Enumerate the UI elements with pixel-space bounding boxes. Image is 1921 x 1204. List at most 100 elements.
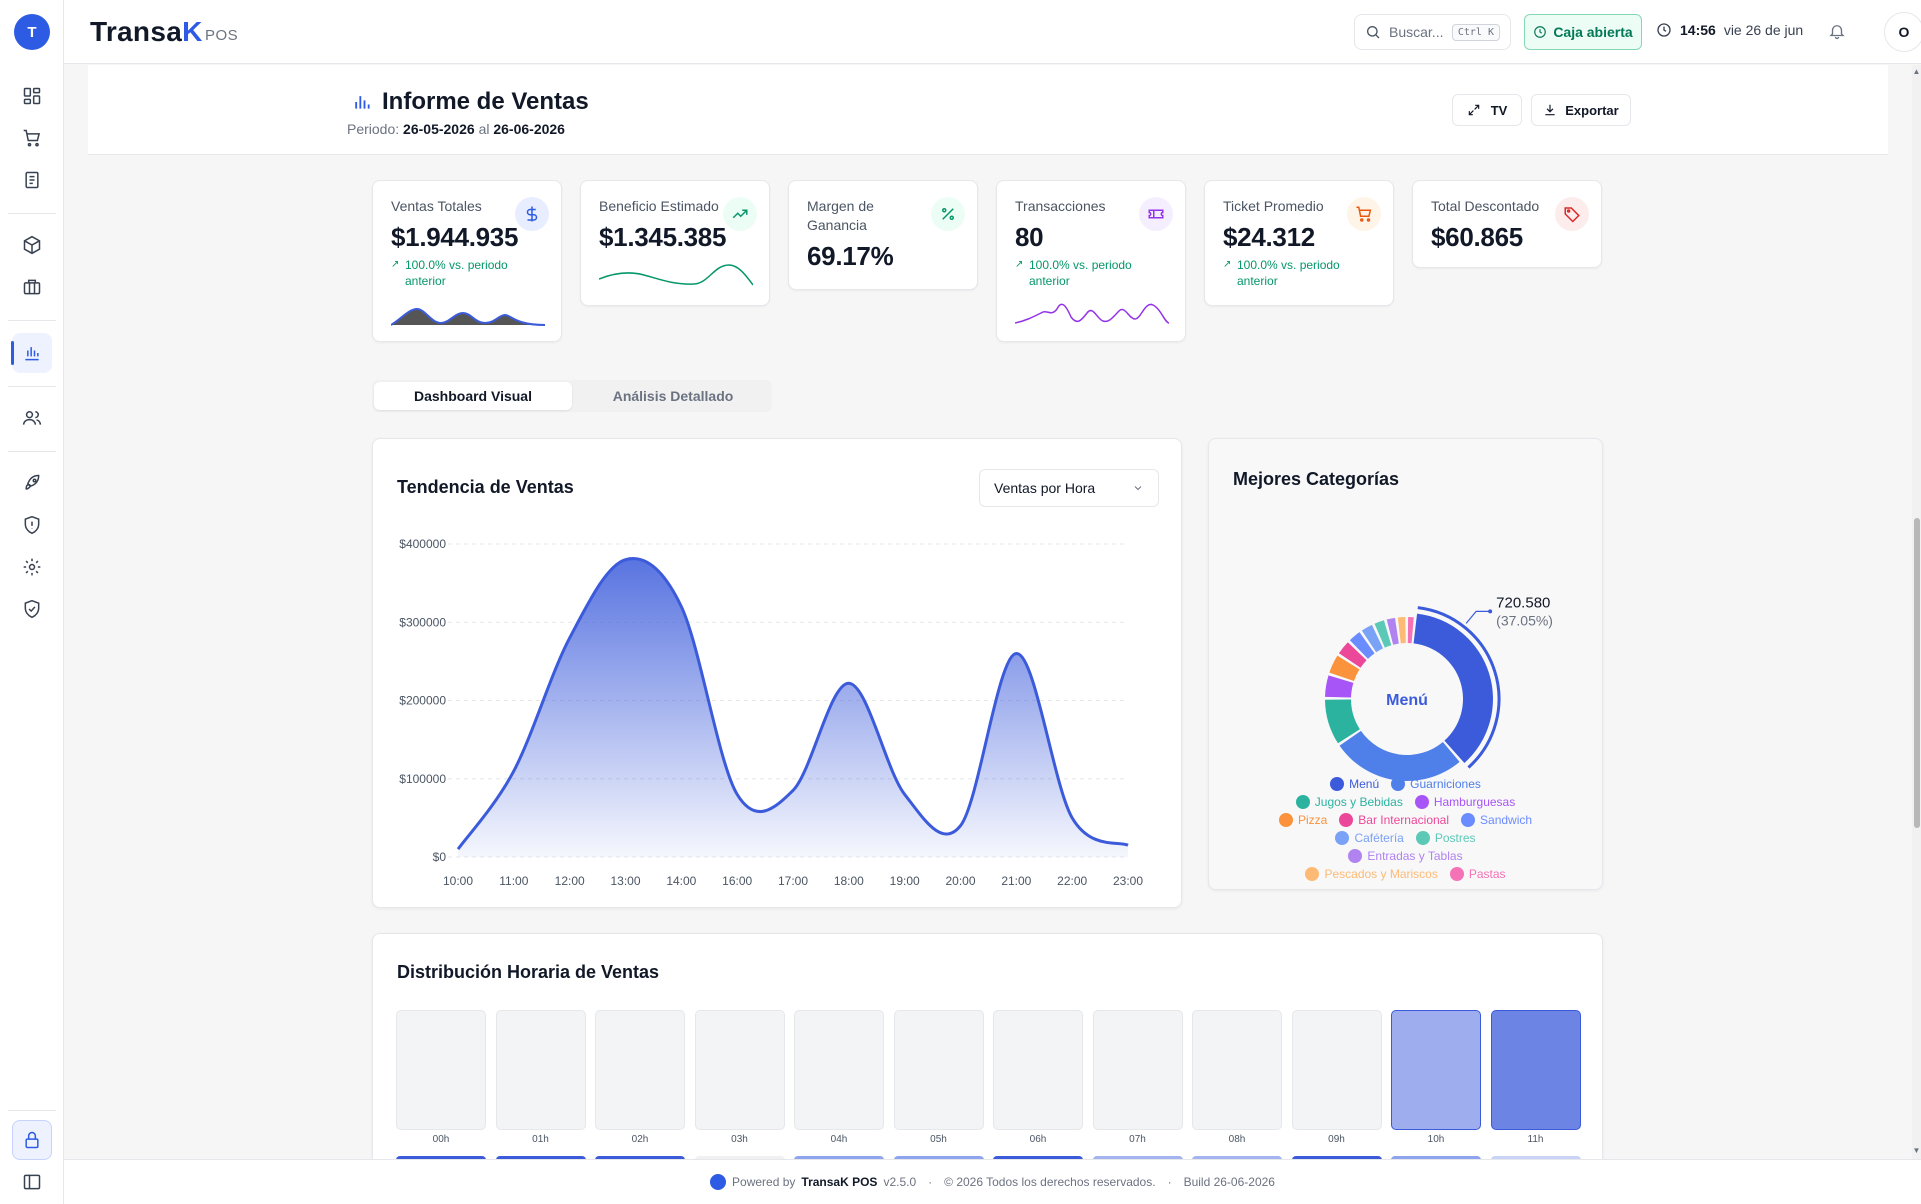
legend-item[interactable]: Entradas y Tablas	[1348, 849, 1463, 863]
brand-suffix: POS	[205, 27, 239, 44]
notifications-bell-icon[interactable]	[1828, 22, 1846, 45]
hour-cell[interactable]	[495, 1010, 586, 1130]
app-logo[interactable]: T	[14, 14, 50, 50]
kpi-change: 100.0% vs. periodo anterior	[391, 257, 543, 289]
cart-icon	[1347, 197, 1381, 231]
hour-label: 02h	[631, 1134, 649, 1145]
legend-item[interactable]: Bar Internacional	[1339, 813, 1449, 827]
donut-slice	[1325, 675, 1354, 698]
hour-cell[interactable]	[396, 1010, 486, 1130]
legend-item[interactable]: Cafétería	[1335, 831, 1404, 845]
donut-slice	[1339, 730, 1460, 781]
trending-up-icon	[723, 197, 757, 231]
legend-label: Menú	[1349, 777, 1380, 791]
trend-period-select[interactable]: Ventas por Hora	[979, 469, 1159, 507]
hour-cell[interactable]	[1291, 1010, 1382, 1130]
legend-item[interactable]: Jugos y Bebidas	[1295, 795, 1403, 809]
sidebar-toggle-icon[interactable]	[12, 1162, 52, 1202]
kpi-card-estimated-profit: Beneficio Estimado $1.345.385	[580, 180, 770, 306]
lock-icon[interactable]	[12, 1120, 52, 1160]
period-end: 26-06-2026	[493, 121, 565, 137]
x-tick-label: 20:00	[945, 874, 975, 888]
legend-swatch	[1295, 795, 1310, 809]
legend-item[interactable]: Menú	[1330, 777, 1379, 791]
period-range: Periodo: 26-05-2026 al 26-06-2026	[347, 121, 565, 137]
scroll-down-arrow[interactable]: ▼	[1912, 1146, 1921, 1155]
sales-sparkline	[391, 307, 545, 326]
dashboard-icon[interactable]	[12, 76, 52, 116]
hour-cell[interactable]	[1192, 1010, 1282, 1130]
hour-cell[interactable]	[993, 1010, 1083, 1130]
orders-icon[interactable]	[12, 160, 52, 200]
hour-cell[interactable]	[1092, 1010, 1183, 1130]
sidebar-divider	[8, 320, 56, 321]
footer-logo-icon	[710, 1174, 727, 1190]
legend-item[interactable]: Postres	[1415, 831, 1476, 845]
sales-trend-chart: $0 $100000 $200000 $300000 $400000 10:00 11:00…	[399, 537, 1143, 888]
x-tick-label: 14:00	[666, 874, 696, 888]
search-shortcut: Ctrl K	[1451, 23, 1500, 41]
scrollbar-thumb[interactable]	[1914, 518, 1920, 828]
legend-item[interactable]: Guarniciones	[1391, 777, 1481, 791]
cart-nav-icon[interactable]	[12, 118, 52, 158]
shield-alert-icon[interactable]	[12, 505, 52, 545]
top-categories-panel: Mejores Categorías 720.580 (37.05%) Menú	[1208, 438, 1603, 890]
export-button[interactable]: Exportar	[1531, 94, 1631, 126]
shield-check-icon[interactable]	[12, 589, 52, 629]
tab-detailed-analysis[interactable]: Análisis Detallado	[612, 388, 734, 404]
tv-mode-button[interactable]: TV	[1452, 94, 1522, 126]
users-icon[interactable]	[12, 398, 52, 438]
legend-label: Pizza	[1297, 813, 1328, 827]
x-tick-label: 16:00	[722, 874, 752, 888]
reports-chart-icon[interactable]	[11, 333, 52, 373]
categories-donut-chart: 720.580(37.05%) Menú	[1325, 594, 1553, 781]
clock-circle-icon	[1534, 26, 1547, 38]
kpi-card-total-discount: Total Descontado $60.865	[1412, 180, 1602, 268]
legend-label: Postres	[1434, 831, 1476, 845]
hour-label: 05h	[930, 1134, 947, 1145]
transactions-sparkline	[1015, 303, 1169, 324]
ticket-icon	[1139, 197, 1173, 231]
hour-cell[interactable]	[595, 1010, 685, 1130]
register-status-button[interactable]: Caja abierta	[1524, 14, 1642, 50]
period-start: 26-05-2026	[403, 121, 475, 137]
x-tick-label: 17:00	[778, 874, 808, 888]
current-time: 14:56	[1680, 22, 1716, 38]
legend-item[interactable]: Sandwich	[1461, 813, 1532, 827]
kpi-card-transactions: Transacciones 80 100.0% vs. periodo ante…	[996, 180, 1186, 342]
search-placeholder: Buscar...	[1389, 24, 1444, 40]
categories-legend: Menú Guarniciones Jugos y Bebidas Hamburgue…	[1208, 777, 1603, 881]
rocket-icon[interactable]	[12, 463, 52, 503]
products-box-icon[interactable]	[12, 225, 52, 265]
donut-slice	[1325, 699, 1360, 744]
hour-cell[interactable]	[893, 1010, 984, 1130]
hour-cell[interactable]	[794, 1010, 884, 1130]
dollar-icon	[515, 197, 549, 231]
legend-item[interactable]: Hamburguesas	[1414, 795, 1515, 809]
legend-swatch	[1335, 831, 1350, 845]
scroll-up-arrow[interactable]: ▲	[1912, 67, 1921, 76]
hour-cell[interactable]	[1490, 1010, 1581, 1130]
tab-dashboard-visual[interactable]: Dashboard Visual	[374, 382, 572, 410]
legend-label: Sandwich	[1480, 813, 1533, 827]
tag-icon	[1555, 197, 1589, 231]
legend-item[interactable]: Pescados y Mariscos	[1305, 867, 1438, 881]
search-input[interactable]: Buscar... Ctrl K	[1354, 14, 1511, 50]
hour-cell[interactable]	[694, 1010, 785, 1130]
hour-label: 11h	[1527, 1134, 1544, 1145]
hour-cell[interactable]	[1391, 1010, 1481, 1130]
settings-gear-icon[interactable]	[12, 547, 52, 587]
y-tick-label: $0	[433, 850, 447, 864]
top-categories-title: Mejores Categorías	[1233, 469, 1400, 489]
brand-name[interactable]: TransaK	[90, 16, 203, 47]
x-tick-label: 22:00	[1057, 874, 1087, 888]
legend-item[interactable]: Pastas	[1449, 867, 1506, 881]
legend-item[interactable]: Pizza	[1278, 813, 1328, 827]
page-title: Informe de Ventas	[352, 88, 589, 116]
x-tick-label: 10:00	[443, 874, 473, 888]
user-avatar[interactable]: O	[1884, 12, 1921, 52]
inventory-briefcase-icon[interactable]	[12, 267, 52, 307]
legend-label: Entradas y Tablas	[1367, 849, 1463, 863]
x-tick-label: 18:00	[834, 874, 864, 888]
y-tick-label: $300000	[399, 615, 446, 629]
